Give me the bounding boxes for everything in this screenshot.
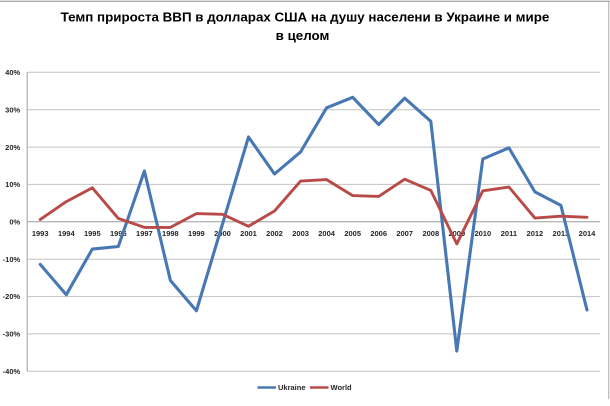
- svg-text:1997: 1997: [136, 229, 153, 238]
- svg-text:World: World: [331, 383, 353, 392]
- svg-text:2005: 2005: [344, 229, 361, 238]
- svg-text:1995: 1995: [84, 229, 101, 238]
- svg-text:-30%: -30%: [3, 330, 21, 339]
- svg-text:2003: 2003: [292, 229, 309, 238]
- svg-text:10%: 10%: [5, 180, 20, 189]
- svg-text:2009: 2009: [448, 229, 465, 238]
- svg-text:2011: 2011: [501, 229, 517, 238]
- svg-text:40%: 40%: [5, 68, 20, 77]
- svg-text:в целом: в целом: [276, 28, 330, 43]
- svg-text:2008: 2008: [422, 229, 439, 238]
- svg-text:1993: 1993: [32, 229, 49, 238]
- svg-text:-10%: -10%: [3, 255, 21, 264]
- svg-text:2006: 2006: [370, 229, 387, 238]
- svg-text:Темп прироста ВВП в долларах С: Темп прироста ВВП в долларах США на душу…: [61, 9, 550, 24]
- svg-text:2002: 2002: [266, 229, 283, 238]
- svg-text:30%: 30%: [5, 105, 20, 114]
- svg-text:1996: 1996: [110, 229, 127, 238]
- svg-text:2010: 2010: [474, 229, 491, 238]
- svg-text:2007: 2007: [396, 229, 413, 238]
- svg-text:Ukraine: Ukraine: [278, 383, 306, 392]
- svg-text:0%: 0%: [9, 218, 20, 227]
- svg-text:1999: 1999: [188, 229, 205, 238]
- svg-text:2001: 2001: [240, 229, 257, 238]
- svg-text:-20%: -20%: [3, 292, 21, 301]
- svg-text:1998: 1998: [162, 229, 179, 238]
- svg-text:2012: 2012: [527, 229, 544, 238]
- svg-text:1994: 1994: [58, 229, 76, 238]
- svg-text:2014: 2014: [579, 229, 597, 238]
- svg-text:2000: 2000: [214, 229, 231, 238]
- svg-text:-40%: -40%: [3, 367, 21, 376]
- svg-text:2013: 2013: [553, 229, 570, 238]
- svg-text:2004: 2004: [318, 229, 336, 238]
- svg-text:20%: 20%: [5, 143, 20, 152]
